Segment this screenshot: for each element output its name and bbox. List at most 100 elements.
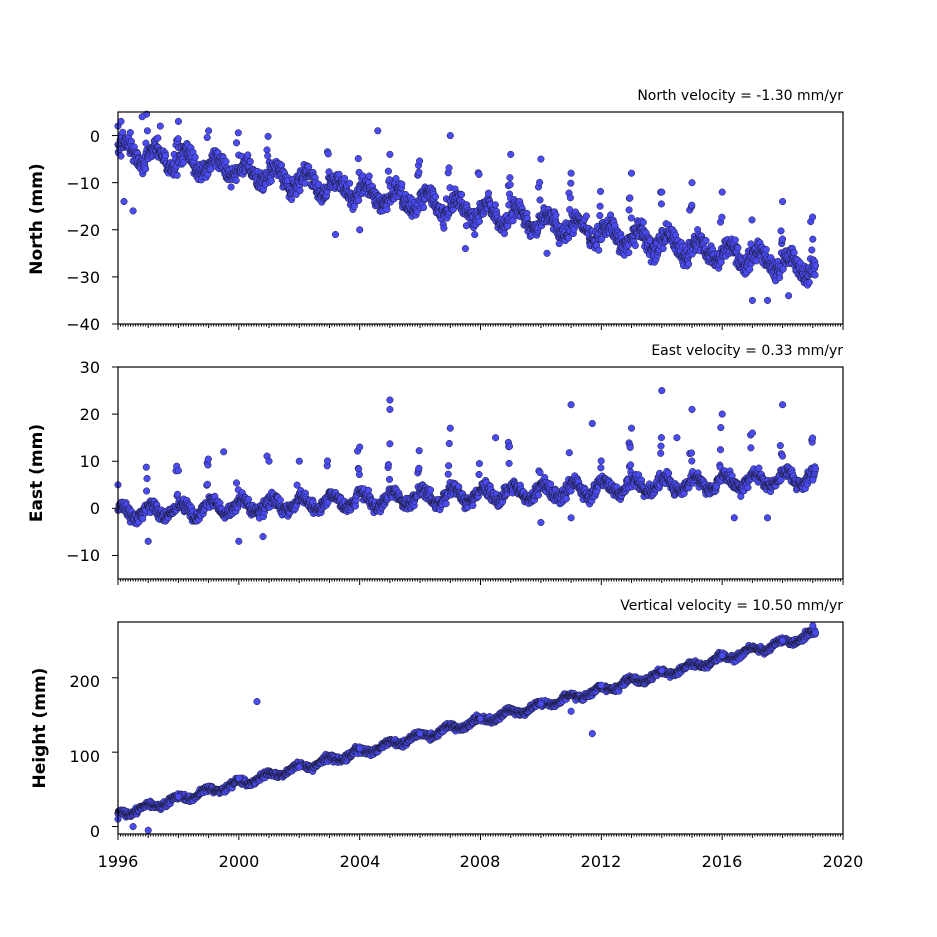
data-point: [356, 443, 364, 451]
data-point: [748, 296, 756, 304]
data-point: [755, 464, 763, 472]
data-point: [657, 449, 665, 457]
data-point: [746, 265, 754, 273]
data-point: [461, 245, 469, 253]
data-point: [627, 169, 636, 177]
data-point: [374, 127, 382, 135]
north-ytick-label: −40: [66, 315, 100, 334]
data-point: [500, 230, 508, 238]
data-point: [234, 129, 242, 137]
data-point: [142, 463, 150, 471]
data-point: [129, 207, 137, 215]
height-ticks: [112, 677, 844, 840]
data-point: [355, 196, 363, 204]
data-point: [325, 168, 333, 176]
data-point: [392, 175, 400, 183]
data-point: [222, 158, 230, 166]
data-point: [688, 457, 696, 465]
height-ytick-label: 0: [90, 822, 100, 841]
data-point: [143, 127, 151, 135]
east-ytick-labels: 30 20 10 0 −10: [66, 358, 100, 565]
data-point: [779, 401, 787, 409]
data-point: [627, 424, 636, 432]
data-point: [446, 132, 454, 140]
data-point: [625, 206, 633, 214]
data-point: [351, 502, 359, 510]
data-point: [305, 163, 313, 171]
data-point: [324, 150, 332, 158]
data-point: [471, 231, 479, 239]
data-point: [562, 495, 570, 503]
data-point: [588, 419, 596, 428]
data-point: [445, 164, 453, 172]
data-point: [119, 128, 127, 136]
data-point: [627, 461, 635, 469]
data-point: [235, 537, 243, 545]
data-point: [203, 480, 212, 488]
height-scatter-points: [114, 622, 820, 834]
data-point: [657, 442, 665, 450]
data-point: [220, 448, 228, 456]
data-point: [232, 139, 241, 147]
east-velocity-title: East velocity = 0.33 mm/yr: [651, 343, 843, 359]
data-point: [331, 230, 340, 239]
east-ytick-label: 30: [80, 358, 100, 377]
data-point: [365, 172, 373, 180]
data-point: [657, 200, 665, 208]
data-point: [597, 457, 605, 465]
east-scatter-points: [114, 387, 820, 545]
data-point: [415, 464, 423, 472]
east-ytick-label: 0: [90, 499, 100, 518]
height-ytick-labels: 200 100 0: [69, 672, 100, 841]
data-point: [354, 155, 362, 163]
data-point: [117, 117, 125, 125]
data-point: [442, 500, 450, 508]
data-point: [596, 211, 604, 220]
data-point: [582, 212, 590, 220]
data-point: [565, 449, 573, 457]
data-point: [383, 206, 391, 214]
north-ytick-labels: 0 −10 −20 −30 −40: [66, 127, 100, 334]
data-point: [536, 178, 544, 186]
data-point: [416, 157, 424, 165]
data-point: [625, 249, 633, 257]
data-point: [687, 449, 696, 457]
data-point: [143, 474, 151, 483]
data-point: [440, 224, 448, 232]
data-point: [205, 127, 213, 135]
height-ytick-label: 200: [69, 672, 100, 691]
data-point: [154, 134, 162, 142]
data-point: [809, 476, 817, 484]
data-point: [143, 487, 151, 495]
data-point: [659, 244, 667, 253]
data-point: [747, 444, 755, 452]
data-point: [484, 189, 493, 197]
data-point: [536, 468, 544, 477]
north-scatter-points: [114, 110, 820, 304]
data-point: [264, 152, 272, 160]
data-point: [744, 483, 752, 492]
data-point: [265, 457, 273, 465]
data-point: [244, 151, 252, 159]
data-point: [658, 387, 666, 395]
data-point: [475, 170, 483, 178]
data-point: [734, 244, 742, 252]
data-point: [227, 183, 235, 191]
data-point: [716, 446, 725, 454]
east-ytick-label: −10: [66, 546, 100, 565]
height-panel: Vertical velocity = 10.50 mm/yr Height (…: [30, 598, 863, 871]
data-point: [469, 501, 477, 510]
data-point: [748, 429, 756, 437]
data-point: [785, 292, 793, 300]
data-point: [384, 461, 392, 469]
data-point: [263, 146, 271, 154]
data-point: [731, 236, 739, 244]
data-point: [567, 401, 575, 409]
data-point: [658, 188, 666, 196]
vertical-velocity-title: Vertical velocity = 10.50 mm/yr: [620, 598, 843, 614]
data-point: [688, 179, 696, 187]
data-point: [386, 396, 394, 404]
data-point: [777, 227, 785, 235]
data-point: [301, 179, 309, 187]
data-point: [355, 470, 363, 479]
